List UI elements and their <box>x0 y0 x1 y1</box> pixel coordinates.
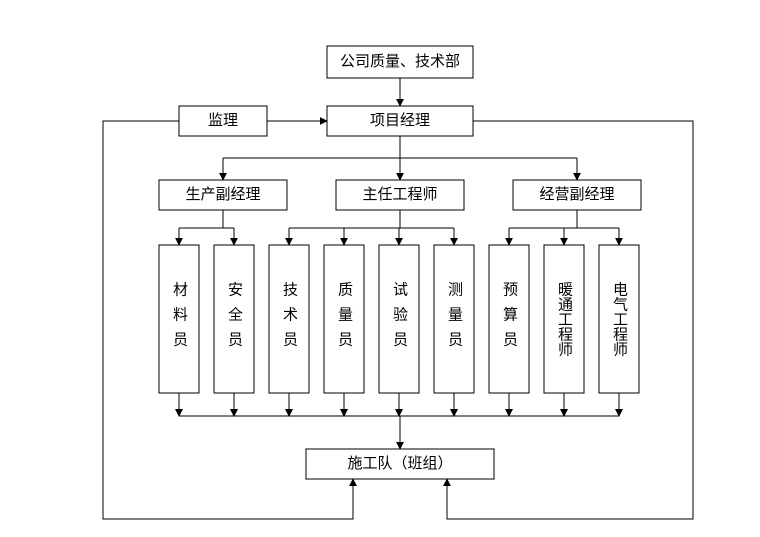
org-chart: 公司质量、技术部监理 项目经理生产副经理 主任工程师 经营副经理材料员 安全员 技术员 质量… <box>0 0 760 537</box>
label-role-4: 试验员 <box>391 282 408 357</box>
label-production-deputy: 生产副经理 <box>185 186 260 203</box>
label-role-0: 材料员 <box>171 282 188 357</box>
label-business-deputy: 经营副经理 <box>539 186 614 203</box>
label-company-dept: 公司质量、技术部 <box>340 53 460 70</box>
label-construction-team: 施工队（班组） <box>347 455 452 472</box>
label-role-5: 测量员 <box>446 282 463 357</box>
label-role-6: 预算员 <box>501 282 518 357</box>
label-chief-engineer: 主任工程师 <box>362 186 437 203</box>
label-role-8: 电气工程师 <box>611 282 628 357</box>
label-supervisor: 监理 <box>208 112 238 129</box>
label-role-2: 技术员 <box>281 282 298 357</box>
label-role-3: 质量员 <box>336 282 353 357</box>
label-role-1: 安全员 <box>226 282 243 357</box>
label-role-7: 暖通工程师 <box>556 282 573 357</box>
label-project-manager: 项目经理 <box>370 112 430 129</box>
